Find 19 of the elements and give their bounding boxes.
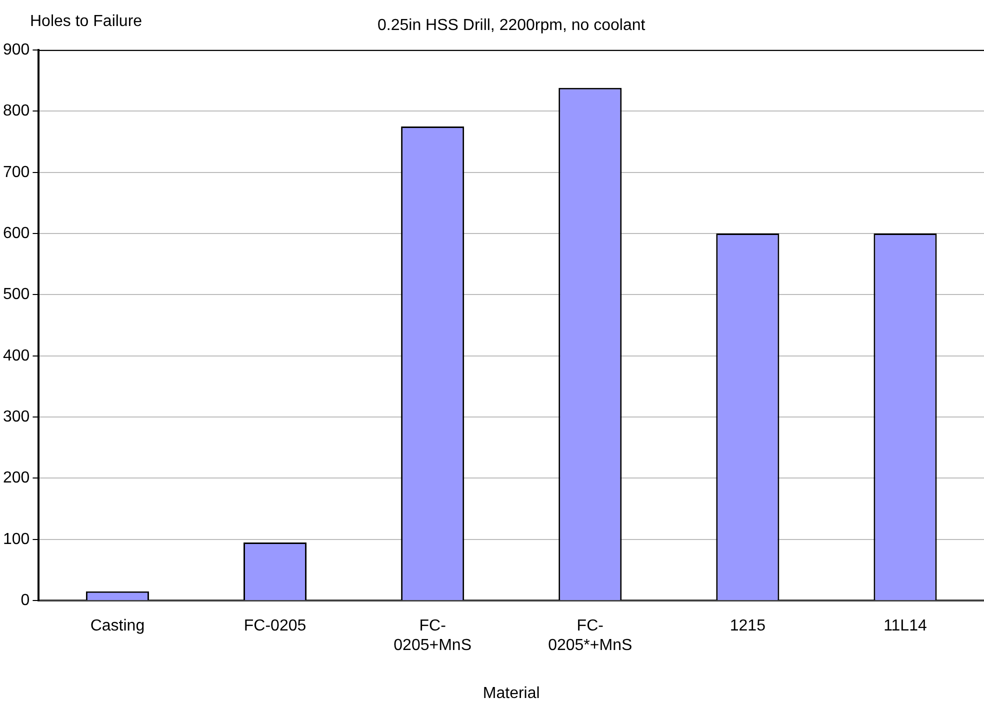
y-tick-label: 600 bbox=[2, 224, 30, 242]
x-tick-label: FC-0205+MnS bbox=[394, 618, 472, 654]
y-axis-title: Holes to Failure bbox=[30, 13, 142, 30]
x-axis-title: Material bbox=[482, 685, 540, 702]
y-tick-label: 900 bbox=[2, 41, 30, 58]
x-tick-label: 1215 bbox=[730, 618, 766, 635]
y-tick-label: 800 bbox=[2, 102, 30, 120]
y-tick-label: 0 bbox=[20, 592, 30, 610]
x-tick-label: FC-0205*+MnS bbox=[548, 618, 632, 654]
y-tick-label: 700 bbox=[2, 164, 30, 181]
x-tick-label: Casting bbox=[90, 618, 145, 635]
y-tick-label: 400 bbox=[2, 347, 30, 364]
x-tick-label: 11L14 bbox=[884, 618, 927, 635]
y-tick-label: 500 bbox=[2, 286, 30, 304]
y-tick-label: 100 bbox=[2, 530, 30, 548]
chart-title: 0.25in HSS Drill, 2200rpm, no coolant bbox=[377, 17, 646, 34]
x-tick-label: FC-0205 bbox=[244, 618, 306, 635]
y-tick-label: 200 bbox=[2, 470, 30, 487]
y-tick-label: 300 bbox=[2, 408, 30, 426]
